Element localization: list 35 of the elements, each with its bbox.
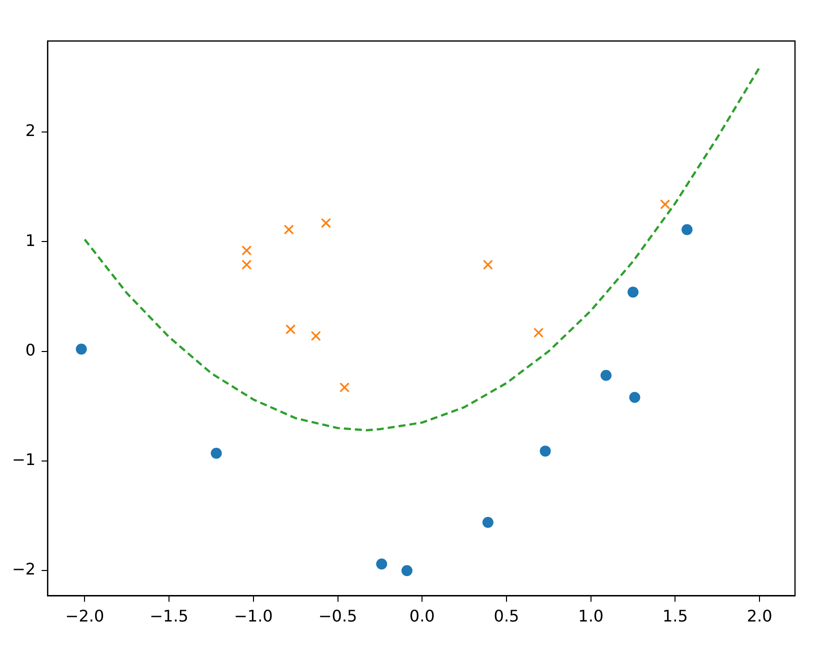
point: [285, 324, 296, 334]
y-tick-label: 0: [25, 340, 36, 360]
point: [242, 245, 252, 256]
point: [534, 328, 544, 338]
x-tick-label: 1.5: [662, 606, 688, 626]
y-tick-label: 2: [25, 121, 36, 140]
y-tick-label: −2: [12, 560, 36, 579]
point: [284, 224, 294, 235]
point: [339, 382, 350, 393]
x-tick-label: 1.0: [578, 606, 604, 626]
point: [320, 218, 332, 228]
line-series: [84, 66, 761, 432]
point: [628, 286, 639, 298]
x-tick-label: −1.0: [234, 606, 273, 626]
x-tick-label: 0.5: [494, 606, 520, 626]
point: [401, 565, 412, 576]
point: [482, 260, 493, 270]
point: [629, 392, 640, 403]
point: [376, 558, 388, 570]
point: [600, 370, 612, 381]
point: [242, 260, 252, 270]
x-tick-label: 2.0: [746, 606, 772, 626]
x-tick-label: 0.0: [409, 606, 435, 626]
point: [660, 199, 670, 210]
x-tick-label: −0.5: [318, 606, 358, 626]
point: [540, 446, 551, 457]
point: [76, 344, 87, 355]
point: [482, 516, 494, 528]
y-tick-label: −1: [12, 450, 36, 470]
x-tick-label: −1.5: [150, 606, 188, 626]
x-tick-label: −2.0: [65, 606, 104, 626]
point: [210, 448, 222, 459]
y-tick-label: 1: [25, 230, 36, 250]
point: [682, 224, 693, 236]
point: [310, 330, 321, 341]
